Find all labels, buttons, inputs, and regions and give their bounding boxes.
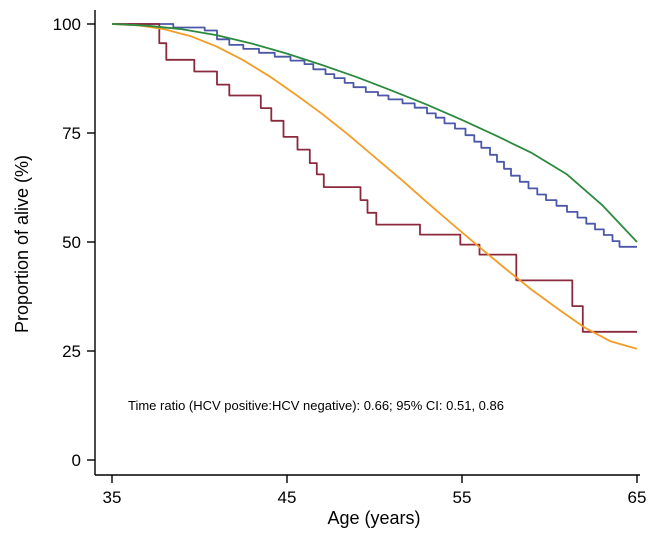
x-tick-label: 65 <box>628 488 647 507</box>
time-ratio-annotation: Time ratio (HCV positive:HCV negative): … <box>128 398 504 413</box>
series-line-3 <box>111 23 638 350</box>
y-tick-label: 100 <box>53 15 81 34</box>
x-tick-label: 55 <box>453 488 472 507</box>
x-tick-label: 45 <box>278 488 297 507</box>
y-tick-label: 50 <box>62 233 81 252</box>
y-tick-label: 25 <box>62 342 81 361</box>
series-line-2 <box>112 23 637 333</box>
plot-area <box>111 23 638 350</box>
x-axis-title: Age (years) <box>327 508 420 528</box>
series-line-1 <box>112 23 637 248</box>
y-axis-title: Proportion of alive (%) <box>12 155 32 333</box>
y-tick-label: 0 <box>72 451 81 470</box>
axes: 0 25 50 75 100 35 45 55 65 <box>53 10 647 507</box>
series-line-4 <box>111 23 638 243</box>
y-tick-label: 75 <box>62 124 81 143</box>
x-tick-label: 35 <box>103 488 122 507</box>
